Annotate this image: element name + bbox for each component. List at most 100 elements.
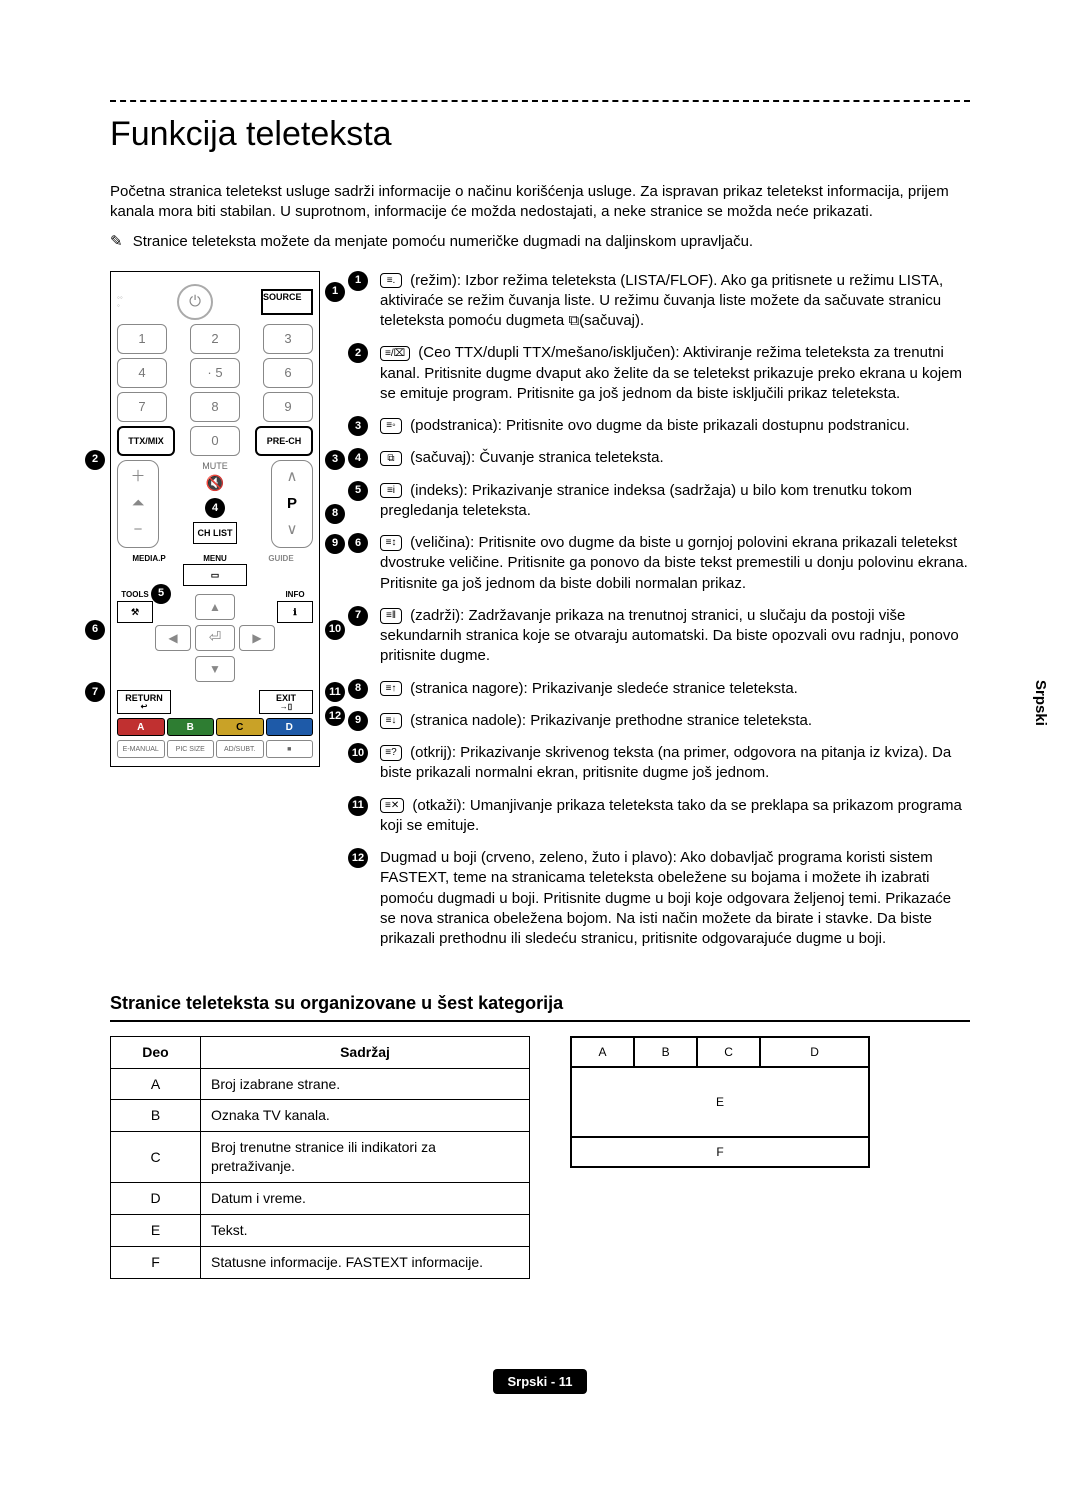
exit-button: EXIT→▯ — [259, 690, 313, 714]
desc-marker-9: 9 — [348, 711, 368, 731]
desc-text-1: ≡. (režim): Izbor režima teleteksta (LIS… — [380, 271, 970, 332]
callout-4: 4 — [205, 498, 225, 518]
remote-figure: ◦◦◦ ⏻ SOURCE 1 123 4· 56 789 TTX/MIX 0 P… — [110, 271, 320, 768]
cell-deo: D — [111, 1183, 201, 1215]
num-5: · 5 — [190, 358, 240, 388]
num-9: 9 — [263, 392, 313, 422]
table-row: FStatusne informacije. FASTEXT informaci… — [111, 1246, 530, 1278]
page-title: Funkcija teleteksta — [110, 112, 970, 158]
teletext-symbol-icon: ≡↕ — [380, 535, 402, 551]
channel-rocker: ∧P∨ — [271, 460, 313, 548]
note-text: Stranice teleteksta možete da menjate po… — [133, 233, 753, 250]
cell-deo: E — [111, 1215, 201, 1247]
desc-item-11: 11≡✕ (otkaži): Umanjivanje prikaza telet… — [348, 796, 970, 837]
num-3: 3 — [263, 324, 313, 354]
ld-f: F — [571, 1137, 869, 1167]
subheading-underline — [110, 1020, 970, 1022]
teletext-symbol-icon: ≡↑ — [380, 681, 402, 697]
menu-label: MENU — [183, 554, 247, 565]
tools-label: TOOLS — [117, 590, 153, 601]
desc-marker-7: 7 — [348, 606, 368, 626]
emanual-button: E-MANUAL — [117, 740, 165, 758]
callout-8: 8 — [325, 504, 345, 524]
desc-marker-8: 8 — [348, 679, 368, 699]
desc-item-3: 3≡◦ (podstranica): Pritisnite ovo dugme … — [348, 416, 970, 436]
cell-sadrzaj: Broj trenutne stranice ili indikatori za… — [201, 1132, 530, 1183]
p-label: P — [287, 494, 297, 514]
desc-text-2: ≡/⌧ (Ceo TTX/dupli TTX/mešano/isključen)… — [380, 343, 970, 404]
teletext-symbol-icon: ≡◦ — [380, 418, 402, 434]
desc-text-4: ⧉ (sačuvaj): Čuvanje stranica teleteksta… — [380, 448, 970, 468]
table-row: ETekst. — [111, 1215, 530, 1247]
ttxmix-button: TTX/MIX — [117, 426, 175, 456]
desc-item-10: 10≡? (otkrij): Prikazivanje skrivenog te… — [348, 743, 970, 784]
cell-sadrzaj: Datum i vreme. — [201, 1183, 530, 1215]
table-row: ABroj izabrane strane. — [111, 1068, 530, 1100]
cell-deo: F — [111, 1246, 201, 1278]
th-sadrzaj: Sadržaj — [201, 1036, 530, 1068]
desc-item-1: 1≡. (režim): Izbor režima teleteksta (LI… — [348, 271, 970, 332]
desc-item-5: 5≡i (indeks): Prikazivanje stranice inde… — [348, 481, 970, 522]
desc-item-9: 9≡↓ (stranica nadole): Prikazivanje pret… — [348, 711, 970, 731]
intro-text: Početna stranica teletekst usluge sadrži… — [110, 182, 970, 223]
callout-7: 7 — [85, 682, 105, 702]
desc-text-12: Dugmad u boji (crveno, zeleno, žuto i pl… — [380, 848, 970, 949]
note-icon: ✎ — [110, 233, 123, 250]
layout-diagram: A B C D E F — [570, 1036, 870, 1168]
callout-1: 1 — [325, 282, 345, 302]
cell-sadrzaj: Broj izabrane strane. — [201, 1068, 530, 1100]
menu-button: ▭ — [183, 564, 247, 586]
guide-label: GUIDE — [249, 554, 313, 565]
ld-a: A — [571, 1037, 634, 1067]
content-row: ◦◦◦ ⏻ SOURCE 1 123 4· 56 789 TTX/MIX 0 P… — [110, 271, 970, 962]
teletext-symbol-icon: ⧉ — [380, 451, 402, 467]
return-button: RETURN↩ — [117, 690, 171, 714]
num-2: 2 — [190, 324, 240, 354]
cell-sadrzaj: Oznaka TV kanala. — [201, 1100, 530, 1132]
th-deo: Deo — [111, 1036, 201, 1068]
color-b: B — [167, 718, 215, 736]
info-button: ℹ — [277, 601, 313, 623]
desc-text-8: ≡↑ (stranica nagore): Prikazivanje slede… — [380, 679, 970, 699]
prech-button: PRE-CH — [255, 426, 313, 456]
callout-9: 9 — [325, 534, 345, 554]
note-row: ✎ Stranice teleteksta možete da menjate … — [110, 232, 970, 252]
table-row: CBroj trenutne stranice ili indikatori z… — [111, 1132, 530, 1183]
cell-deo: B — [111, 1100, 201, 1132]
desc-item-4: 4⧉ (sačuvaj): Čuvanje stranica teletekst… — [348, 448, 970, 468]
stop-button: ■ — [266, 740, 314, 758]
color-a: A — [117, 718, 165, 736]
desc-item-8: 8 ≡↑ (stranica nagore): Prikazivanje sled… — [348, 679, 970, 699]
teletext-symbol-icon: ≡‖ — [380, 608, 402, 624]
callout-3: 3 — [325, 450, 345, 470]
cell-sadrzaj: Tekst. — [201, 1215, 530, 1247]
info-label: INFO — [277, 590, 313, 601]
teletext-symbol-icon: ≡i — [380, 483, 402, 499]
desc-text-5: ≡i (indeks): Prikazivanje stranice indek… — [380, 481, 970, 522]
callout-10: 10 — [325, 620, 345, 640]
tools-button: ⚒ — [117, 601, 153, 623]
teletext-symbol-icon: ≡. — [380, 273, 402, 289]
teletext-symbol-icon: ≡↓ — [380, 713, 402, 729]
dpad-down: ▼ — [195, 656, 235, 682]
picsize-button: PIC SIZE — [167, 740, 215, 758]
media-label: MEDIA.P — [117, 554, 181, 565]
num-7: 7 — [117, 392, 167, 422]
dpad-left: ◀ — [155, 625, 191, 651]
table-row: BOznaka TV kanala. — [111, 1100, 530, 1132]
desc-item-12: 12 Dugmad u boji (crveno, zeleno, žuto i … — [348, 848, 970, 949]
desc-text-3: ≡◦ (podstranica): Pritisnite ovo dugme d… — [380, 416, 970, 436]
mute-label: MUTE — [202, 460, 228, 472]
ld-c: C — [697, 1037, 760, 1067]
desc-text-6: ≡↕ (veličina): Pritisnite ovo dugme da b… — [380, 533, 970, 594]
desc-marker-6: 6 — [348, 533, 368, 553]
callout-11: 11 — [325, 682, 345, 702]
bottom-section: Deo Sadržaj ABroj izabrane strane.BOznak… — [110, 1036, 970, 1279]
color-buttons: A B C D — [117, 718, 313, 736]
adsubt-button: AD/SUBT. — [216, 740, 264, 758]
num-1: 1 — [117, 324, 167, 354]
num-4: 4 — [117, 358, 167, 388]
callout-2: 2 — [85, 450, 105, 470]
desc-marker-12: 12 — [348, 848, 368, 868]
dpad-right: ▶ — [239, 625, 275, 651]
